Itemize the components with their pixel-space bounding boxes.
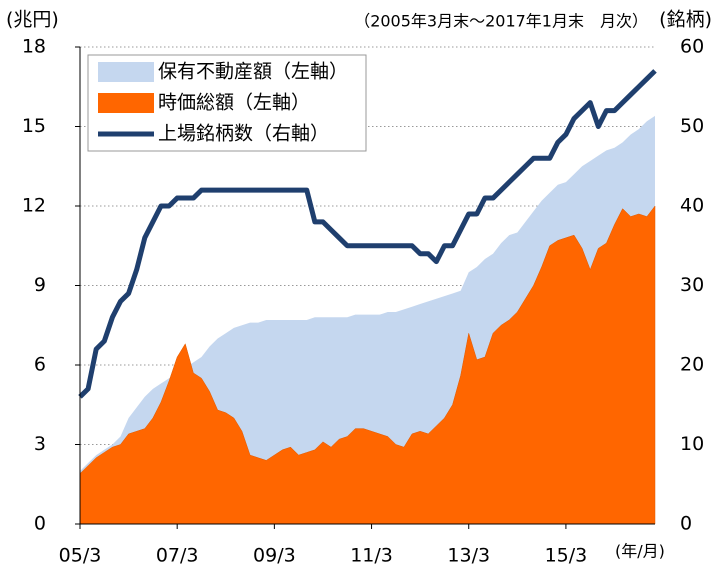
y2-tick-label: 60 [680, 36, 704, 58]
legend-swatch [98, 62, 154, 82]
subtitle: （2005年3月末～2017年1月末 月次） [354, 12, 648, 31]
y-tick-label: 9 [34, 274, 46, 296]
x-tick-label: 09/3 [253, 545, 296, 567]
y-tick-label: 6 [34, 354, 46, 376]
y-tick-label: 12 [22, 195, 46, 217]
y2-tick-label: 40 [680, 195, 704, 217]
legend-label: 保有不動産額（左軸） [158, 61, 348, 83]
legend-label: 時価総額（左軸） [158, 92, 310, 114]
y2-tick-label: 30 [680, 274, 704, 296]
y2-tick-label: 50 [680, 115, 704, 137]
line [78, 69, 657, 399]
y2-tick-label: 20 [680, 354, 704, 376]
legend-swatch [98, 93, 154, 113]
legend-label: 上場銘柄数（右軸） [158, 123, 329, 145]
y2-tick-label: 0 [680, 513, 692, 535]
x-tick-label: 05/3 [59, 545, 102, 567]
x-tick-label: 13/3 [447, 545, 490, 567]
x-axis-label: (年/月) [615, 542, 665, 561]
y2-tick-label: 10 [680, 433, 704, 455]
y-tick-label: 3 [34, 433, 46, 455]
y2-axis-label: (銘柄) [659, 9, 712, 31]
x-tick-label: 07/3 [156, 545, 199, 567]
y-tick-label: 15 [22, 115, 46, 137]
x-tick-label: 11/3 [350, 545, 393, 567]
area [79, 205, 656, 525]
x-tick-label: 15/3 [545, 545, 588, 567]
y-tick-label: 0 [34, 513, 46, 535]
y-axis-label: (兆円) [6, 9, 59, 31]
y-tick-label: 18 [22, 36, 46, 58]
